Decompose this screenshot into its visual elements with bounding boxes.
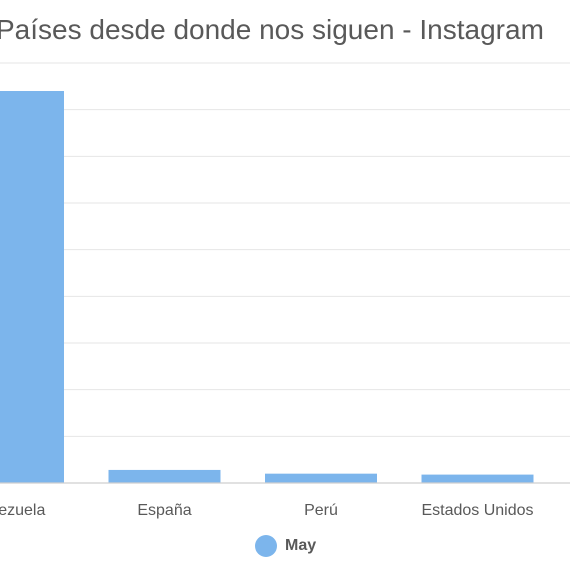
x-tick-label: España (137, 502, 191, 519)
chart-title: Países desde donde nos siguen - Instagra… (0, 14, 544, 45)
x-tick-label: Perú (304, 502, 338, 519)
bar (108, 469, 221, 483)
bars (0, 91, 534, 483)
x-tick-label: Estados Unidos (421, 502, 533, 519)
x-tick-label: Venezuela (0, 502, 45, 519)
bar (0, 91, 64, 483)
legend-swatch-icon (255, 535, 277, 557)
bar (421, 474, 534, 483)
gridlines (0, 62, 570, 437)
x-tick-labels: Venezuela España Perú Estados Unidos (0, 502, 534, 519)
bar (265, 473, 377, 483)
legend-label: May (285, 537, 317, 554)
legend: May (255, 535, 316, 557)
